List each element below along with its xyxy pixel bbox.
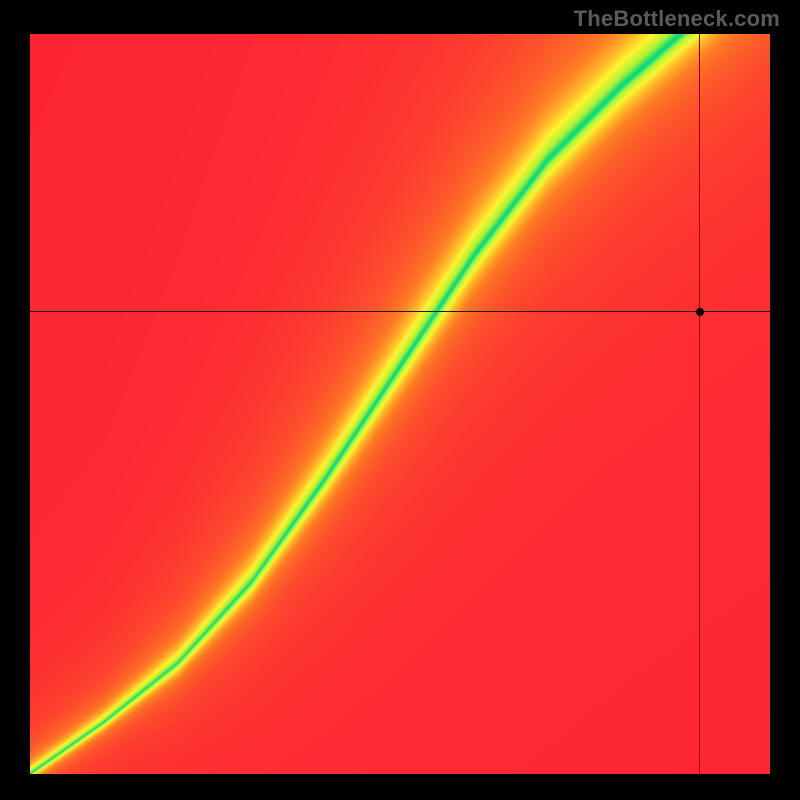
heatmap-canvas	[30, 34, 770, 774]
watermark-text: TheBottleneck.com	[574, 6, 780, 32]
chart-frame: TheBottleneck.com	[0, 0, 800, 800]
plot-area	[30, 34, 770, 774]
